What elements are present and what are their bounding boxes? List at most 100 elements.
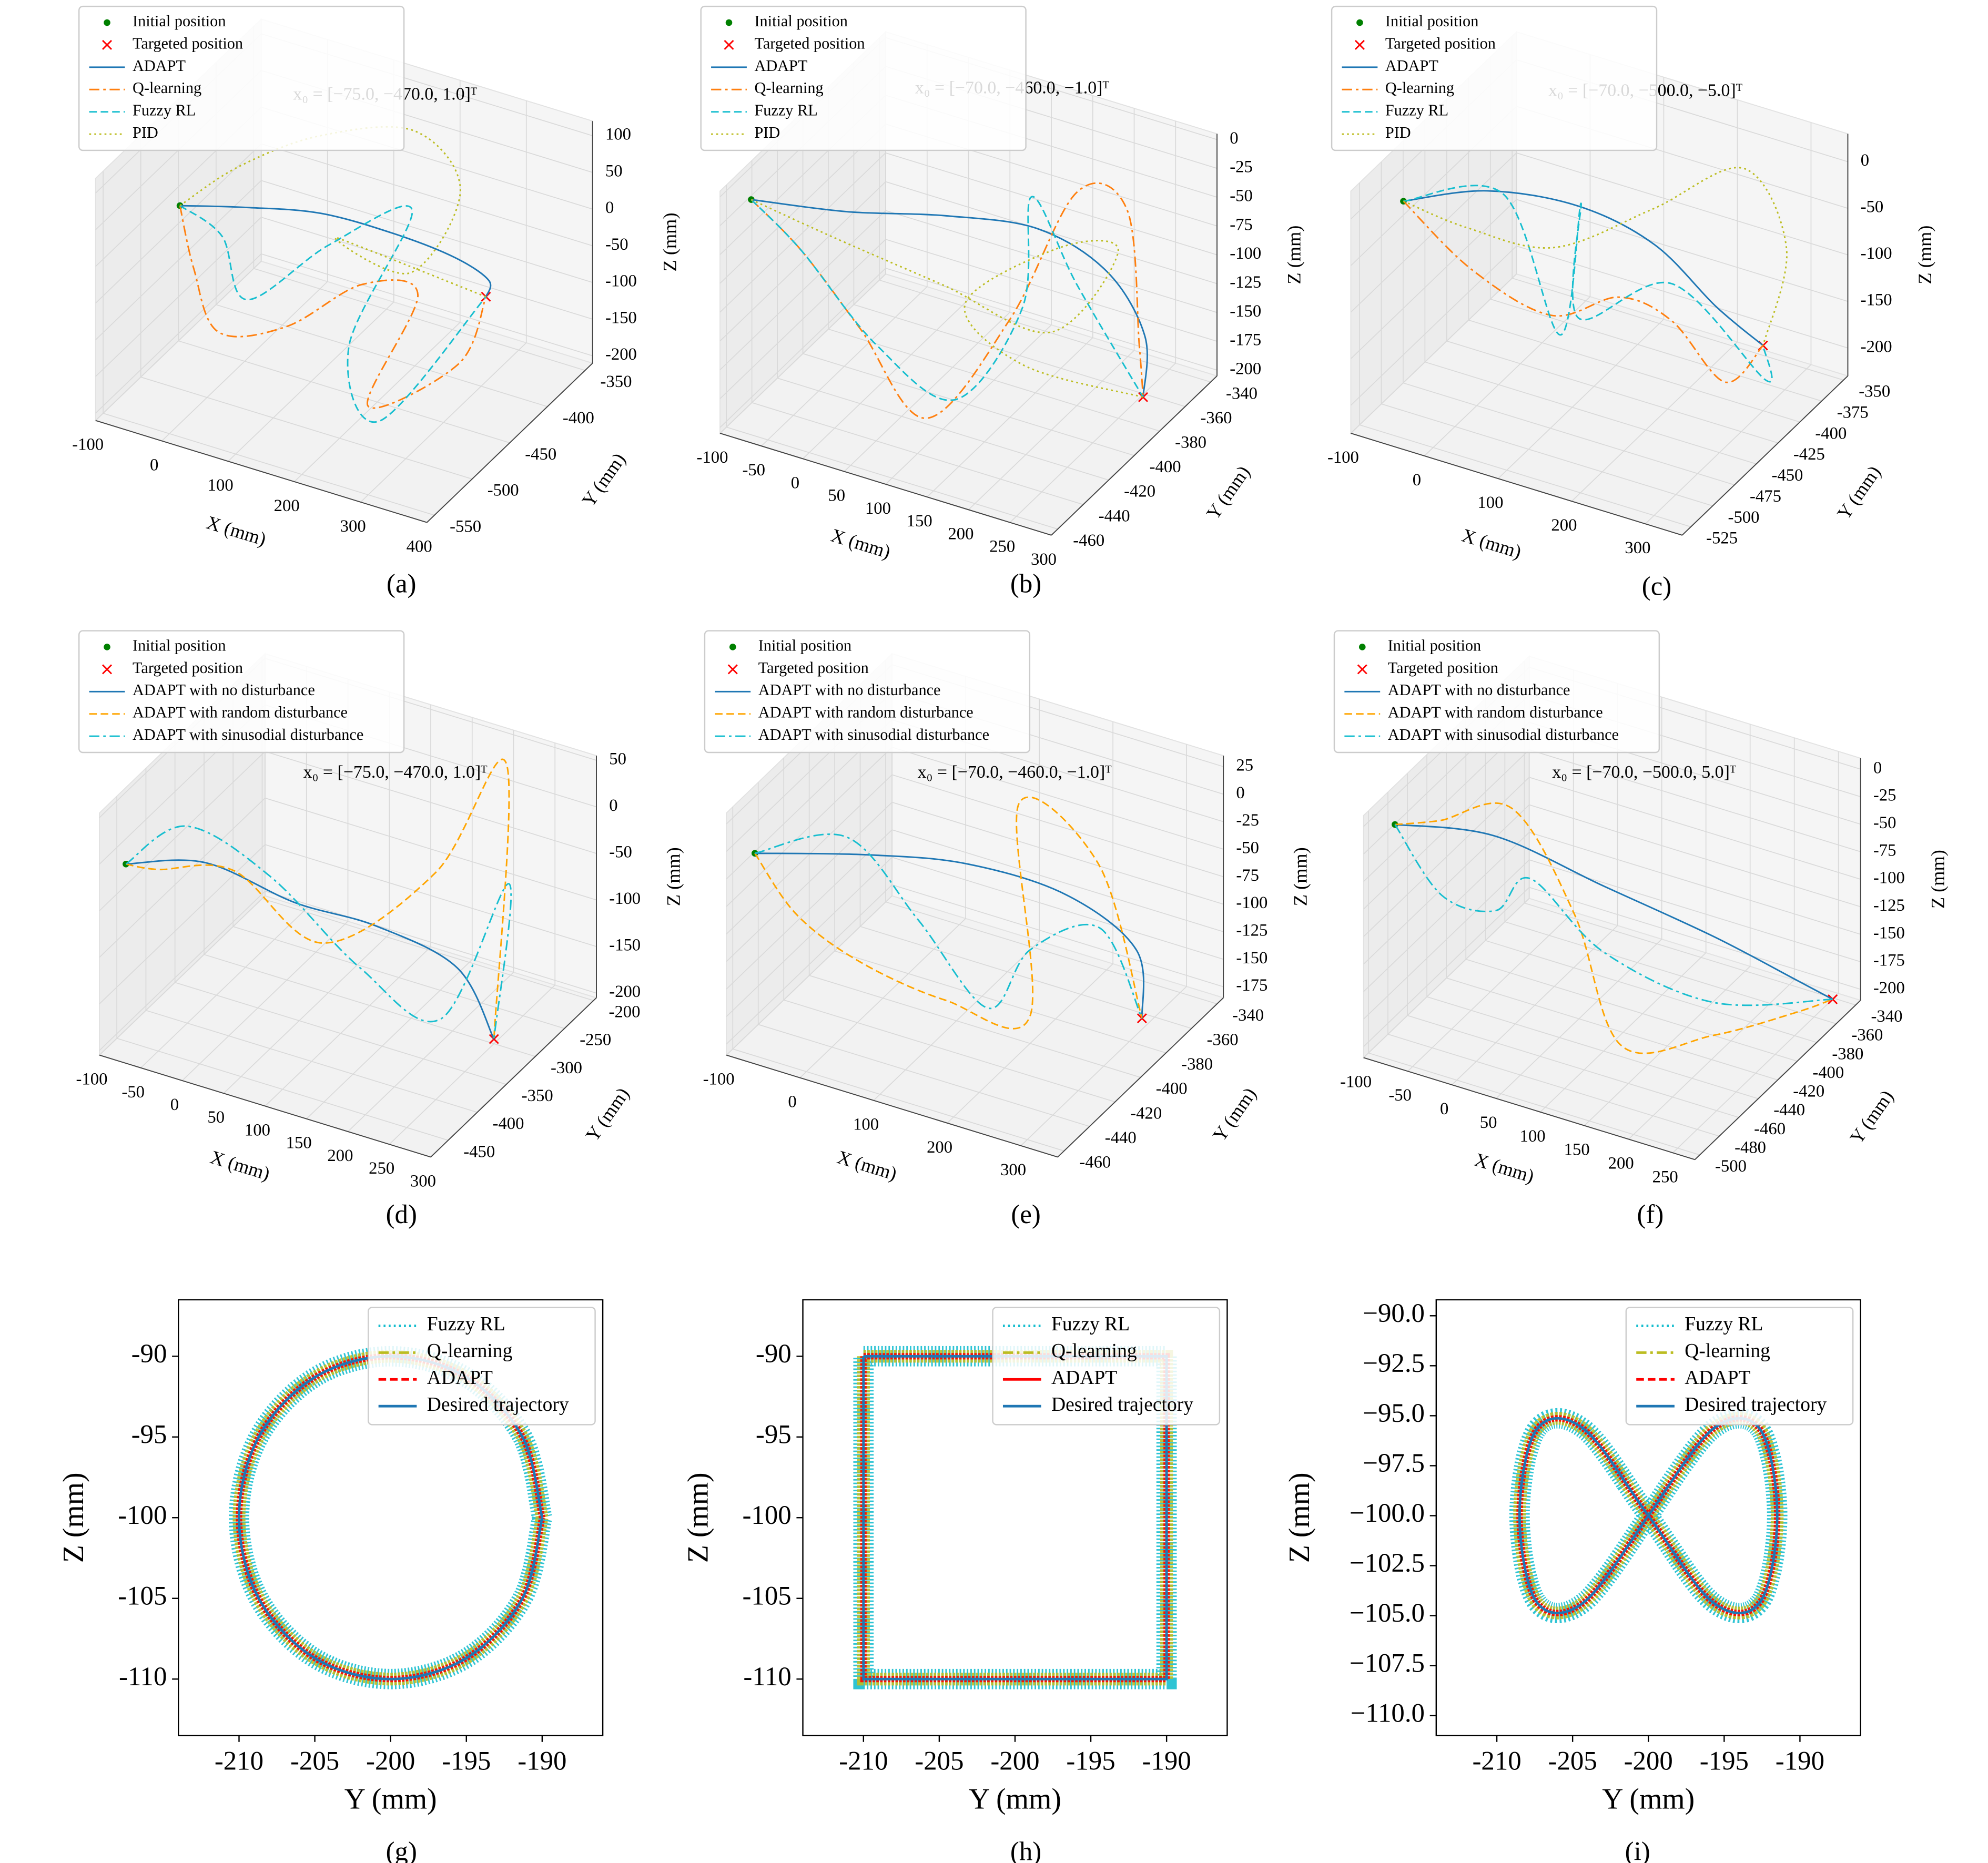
annotation: x₀ = [−70.0, −460.0, −1.0]ᵀ (918, 762, 1112, 782)
y-tick-label: -200 (609, 1003, 641, 1022)
caption: (e) (1011, 1200, 1040, 1229)
grid-line (802, 111, 1134, 456)
z-tick-label: -175 (1236, 976, 1267, 995)
x-tick-label: -210 (215, 1747, 263, 1776)
y-axis-label: Y (mm) (578, 449, 630, 511)
grid-line (968, 108, 1135, 510)
z-tick-label: 50 (605, 161, 623, 180)
caption: (a) (387, 569, 416, 598)
x-axis-label: X (mm) (208, 1146, 272, 1184)
x-tick-label: 300 (1625, 538, 1650, 557)
x-tick-label: 200 (948, 524, 973, 543)
y-tick-label: −100.0 (1350, 1499, 1425, 1528)
y-tick-label: -250 (580, 1031, 611, 1050)
x-tick-label: 100 (1477, 493, 1503, 512)
legend-label: Fuzzy RL (133, 101, 196, 119)
grid-line (99, 890, 597, 1051)
grid-line (1645, 122, 1812, 524)
grid-line (1504, 679, 1837, 1024)
y-tick-label: -450 (1771, 466, 1803, 485)
grid-line (726, 185, 1058, 530)
y-tick-label: -105 (118, 1581, 167, 1611)
grid-line (1446, 99, 1779, 444)
grid-line (1363, 777, 1861, 937)
y-axis (1695, 1000, 1861, 1160)
x-tick-label: 250 (989, 537, 1015, 556)
x-tick-label: 200 (1551, 516, 1577, 535)
legend-label: Targeted position (758, 659, 869, 677)
z-axis-label: Z (mm) (1284, 226, 1305, 284)
y-axis-label: Y (mm) (582, 1084, 634, 1145)
y-tick-label: -380 (1181, 1055, 1213, 1074)
grid-line (1020, 744, 1188, 1146)
legend-label: Desired trajectory (427, 1394, 569, 1416)
legend-box (368, 1307, 596, 1426)
y-tick-label: −105.0 (1350, 1599, 1425, 1628)
x-tick-label: -50 (1388, 1086, 1412, 1105)
y-tick-label: -90 (131, 1339, 167, 1369)
legend-marker (102, 664, 113, 675)
trajectory (1403, 190, 1764, 347)
trajectory (125, 825, 512, 1040)
grid-line (1452, 683, 1618, 1085)
x-axis (1351, 433, 1682, 536)
caption: (g) (386, 1837, 417, 1863)
x-tick-label: -190 (1776, 1747, 1824, 1776)
y-axis (1681, 375, 1849, 536)
legend-label: ADAPT (1051, 1367, 1117, 1389)
legend-label: ADAPT with random disturbance (133, 704, 348, 721)
grid-line (873, 699, 1040, 1101)
z-tick-label: 0 (1236, 783, 1244, 802)
annotation: x₀ = [−70.0, −500.0, 5.0]ᵀ (1552, 762, 1736, 782)
y-tick-label: -475 (1750, 487, 1781, 506)
x-tick-label: -50 (121, 1083, 145, 1102)
grid-line (389, 742, 556, 1145)
y-tick-label: -95 (131, 1420, 167, 1449)
trajectory (750, 196, 1144, 401)
point-marker (1137, 1013, 1147, 1024)
x-tick-label: -205 (915, 1747, 963, 1776)
y-tick-label: -340 (1871, 1007, 1903, 1026)
z-tick-label: 0 (1873, 758, 1882, 777)
z-tick-label: -175 (1230, 331, 1261, 350)
x-tick-label: -195 (1066, 1747, 1115, 1776)
trajectory (180, 205, 492, 297)
z-tick-label: -125 (1230, 273, 1261, 292)
y-tick-label: -500 (1715, 1157, 1747, 1176)
caption: (i) (1625, 1837, 1650, 1863)
y-tick-label: -400 (1812, 1063, 1844, 1082)
x-tick-label: 150 (286, 1134, 312, 1153)
z-tick-label: -125 (1873, 896, 1905, 915)
legend-label: Q-learning (427, 1340, 513, 1362)
legend-label: Fuzzy RL (1051, 1314, 1130, 1335)
grid-line (1628, 738, 1795, 1140)
x-axis-label: X (mm) (1459, 525, 1524, 563)
z-tick-label: -100 (609, 889, 641, 908)
y-tick-label: -440 (1099, 506, 1130, 525)
grid-line (232, 684, 565, 1029)
x-tick-label: 50 (828, 486, 845, 505)
grid-line (116, 796, 449, 1141)
trajectory (750, 199, 1143, 398)
grid-line (1350, 152, 1848, 313)
grid-line (859, 684, 1192, 1029)
z-tick-label: -50 (1873, 813, 1896, 832)
z-tick-label: -75 (1230, 215, 1253, 234)
y-axis (1057, 997, 1224, 1158)
x-axis-label: X (mm) (828, 525, 893, 563)
x-tick-label: -195 (1700, 1747, 1749, 1776)
x-tick-label: -210 (839, 1747, 888, 1776)
y-tick-label: -350 (522, 1086, 553, 1105)
legend-label: ADAPT with sinusodial disturbance (758, 726, 989, 744)
legend-box (78, 630, 405, 754)
legend-label: Fuzzy RL (1385, 101, 1448, 119)
grid-line (1672, 751, 1839, 1153)
y-axis-label: Y (mm) (1846, 1086, 1898, 1148)
y-tick-label: -460 (1079, 1153, 1111, 1172)
legend-label: Initial position (133, 636, 226, 654)
z-tick-label: -25 (1873, 786, 1896, 805)
caption: (f) (1637, 1200, 1664, 1229)
x-axis-label: Y (mm) (344, 1783, 437, 1815)
grid-line (1571, 99, 1738, 502)
grid-line (1359, 182, 1691, 527)
